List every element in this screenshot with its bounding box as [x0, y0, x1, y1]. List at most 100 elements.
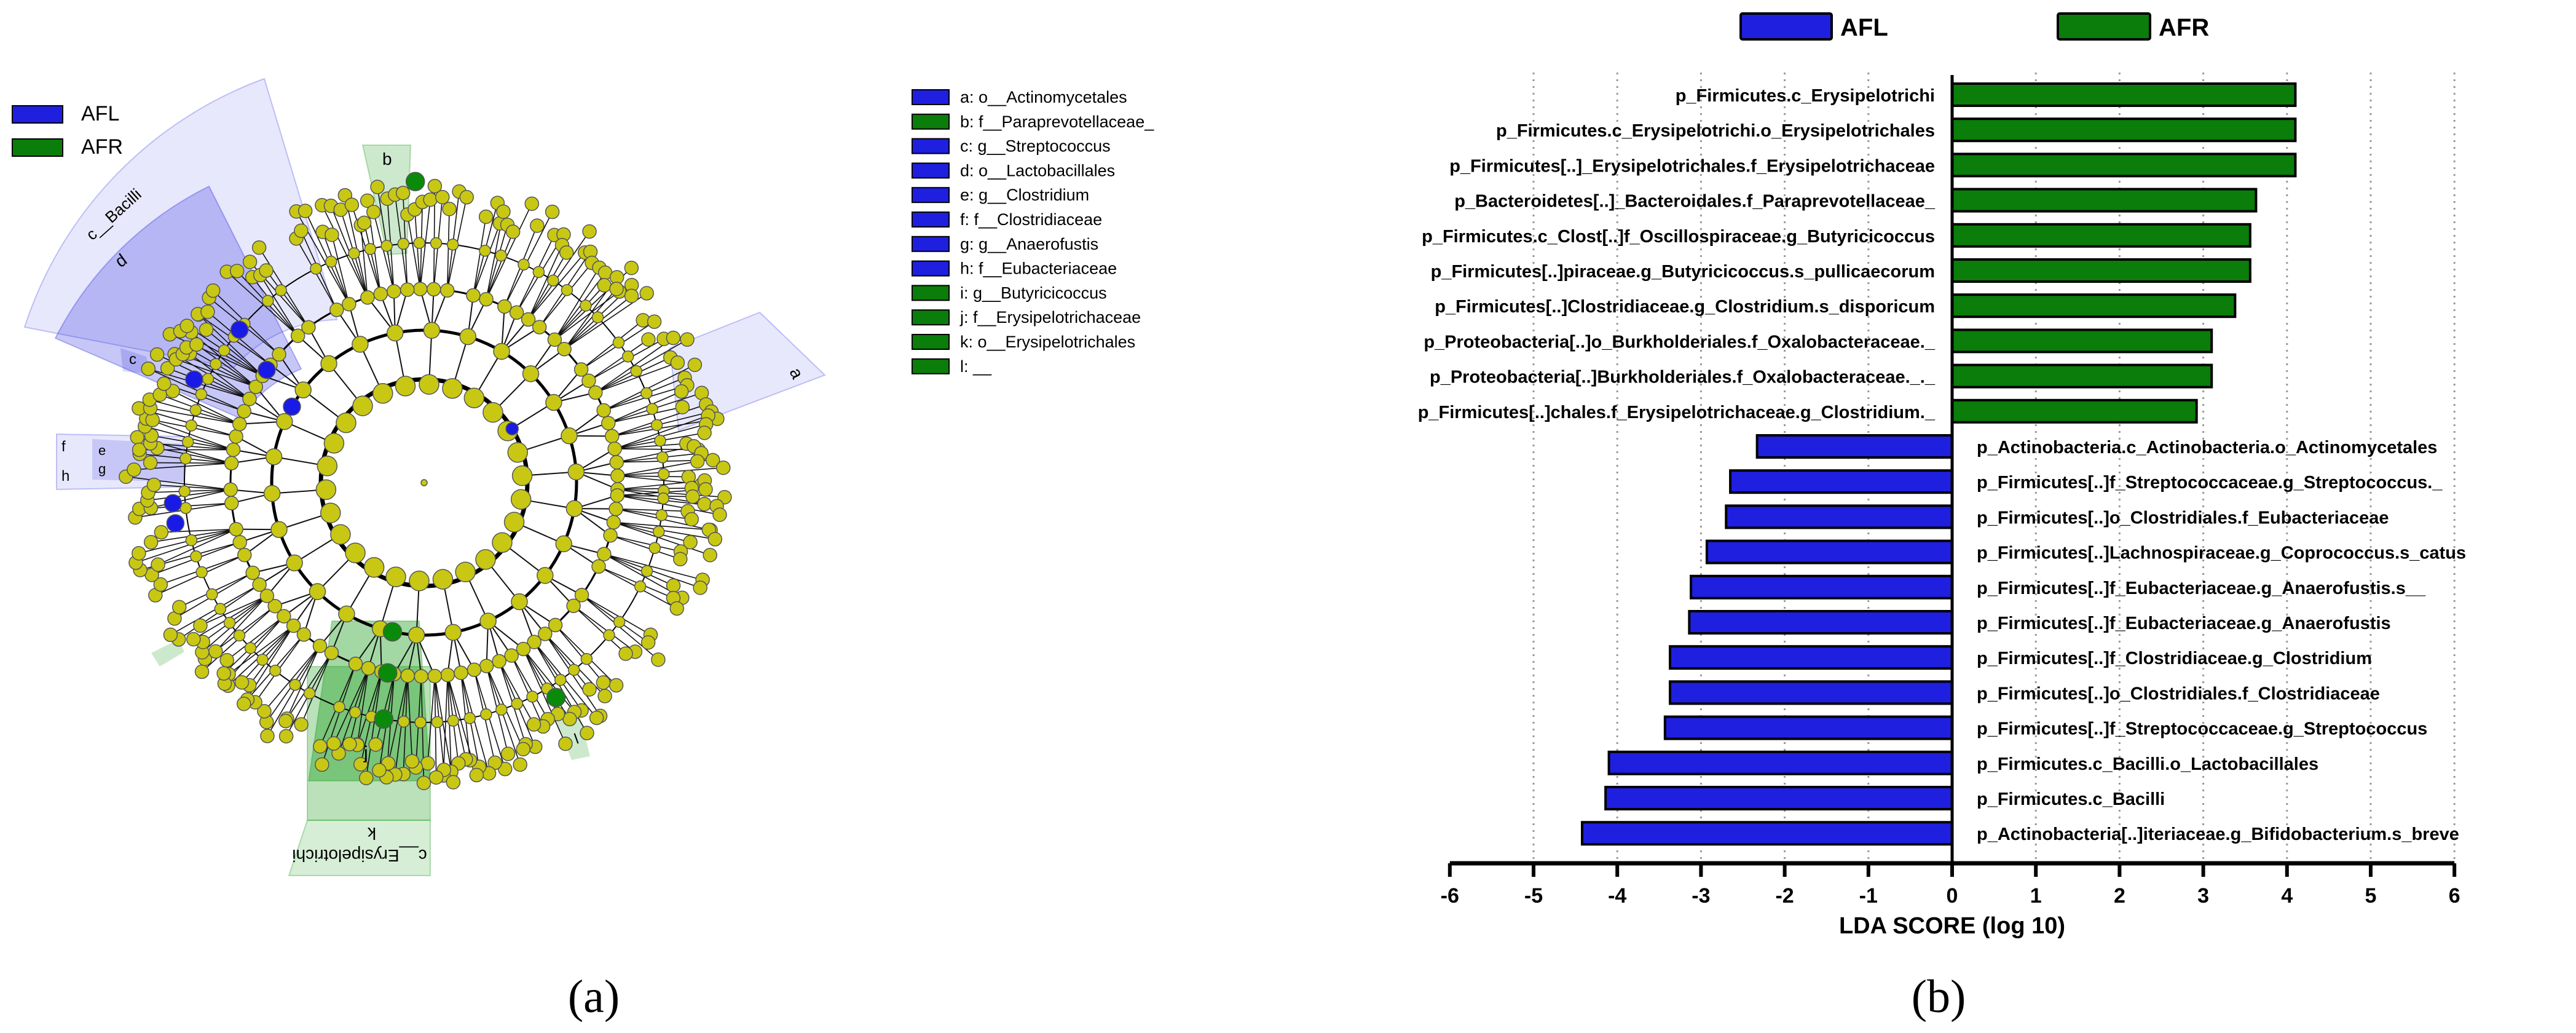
tree-branch: [460, 673, 490, 774]
tree-node: [313, 738, 328, 754]
tree-node: [374, 709, 394, 729]
tree-node: [510, 489, 532, 510]
tree-branch: [252, 277, 299, 336]
tree-node: [283, 397, 301, 416]
lda-bar: [1951, 293, 2237, 319]
tree-node: [199, 322, 214, 337]
tree-node: [330, 524, 351, 545]
tree-branch: [564, 288, 617, 350]
tree-node: [257, 704, 272, 719]
tree-node: [666, 330, 681, 346]
tree-branch: [331, 234, 350, 304]
tree-node: [509, 305, 524, 320]
tree-node: [597, 689, 612, 703]
tree-node: [653, 525, 665, 538]
tree-node: [442, 378, 463, 399]
clade-label-erysipelotrichi: c__Erysipelotrichi: [292, 846, 427, 865]
tree-node: [301, 320, 316, 335]
tree-branch: [259, 274, 299, 336]
tree-node: [359, 770, 374, 786]
tree-node: [480, 708, 492, 721]
tree-node: [395, 376, 416, 397]
tree-node: [423, 322, 441, 339]
lda-bar-label: p_Firmicutes[..]piraceae.g_Butyricicoccu…: [1431, 262, 1935, 282]
tree-node: [505, 224, 521, 239]
tree-node: [256, 654, 269, 666]
tree-branch: [205, 329, 263, 376]
tree-node: [218, 344, 230, 357]
tree-branch: [545, 633, 590, 690]
tree-branch: [604, 553, 703, 580]
tree-node: [333, 701, 345, 713]
tree-node: [178, 485, 191, 497]
tree-branch: [595, 337, 674, 394]
tree-node: [363, 557, 385, 578]
wedge-unclassified: [553, 707, 590, 760]
tree-node: [224, 496, 239, 511]
tree-branch: [321, 663, 356, 765]
tree-branch: [527, 231, 590, 320]
lda-bar-label: p_Firmicutes.c_Bacilli.o_Lactobacillales: [1977, 754, 2318, 774]
tree-node: [409, 571, 430, 592]
tree-node: [160, 361, 175, 376]
tree-branch: [498, 660, 535, 725]
lda-bar-label: p_Firmicutes[..]f_Eubacteriaceae.g_Anaer…: [1977, 614, 2391, 633]
key-swatch: [912, 187, 950, 204]
tree-node: [163, 494, 183, 513]
tree-node: [546, 687, 566, 708]
lda-bar: [1729, 469, 1954, 494]
tree-node: [459, 189, 474, 205]
tree-node: [504, 648, 519, 663]
wedge-small-left: [151, 639, 184, 667]
tree-node: [229, 264, 245, 279]
tree-branch: [150, 462, 232, 464]
tree-node: [557, 342, 572, 357]
tree-node: [320, 502, 341, 523]
tree-branch: [473, 216, 487, 296]
tree-branch: [387, 675, 409, 764]
tree-node: [500, 746, 516, 761]
tree-branch: [595, 362, 678, 394]
clade-label-j: j: [363, 743, 368, 763]
tree-node: [511, 593, 528, 611]
tree-node: [143, 535, 159, 550]
tree-node: [674, 384, 689, 399]
tree-node: [505, 422, 519, 435]
tree-node: [229, 429, 243, 444]
tree-node: [712, 507, 727, 522]
tree-node: [527, 635, 542, 649]
tree-node: [640, 387, 653, 400]
tree-node: [444, 623, 462, 641]
tree-node: [141, 362, 156, 376]
tree-node: [278, 729, 294, 744]
tree-node: [326, 736, 341, 751]
tree-node: [210, 358, 222, 370]
lda-bar: [1951, 258, 2251, 283]
key-item: c: g__Streptococcus: [960, 137, 1111, 156]
tree-branch: [375, 674, 395, 745]
tree-node: [495, 249, 507, 262]
tree-node: [185, 370, 203, 389]
clade-label-b: b: [382, 149, 392, 168]
tree-node: [621, 350, 634, 363]
tree-branch: [554, 267, 600, 340]
x-tick-label: -3: [1692, 884, 1710, 908]
tree-node: [532, 320, 547, 334]
lda-bar: [1690, 574, 1953, 600]
tree-node: [566, 598, 581, 614]
lda-legend-label-afl: AFL: [1840, 14, 1888, 41]
x-tick-label: 0: [1947, 884, 1958, 908]
tree-node: [427, 178, 443, 194]
tree-node: [430, 237, 443, 250]
tree-node: [640, 635, 656, 650]
tree-node: [675, 400, 690, 414]
tree-branch: [249, 625, 294, 686]
tree-node: [262, 295, 274, 307]
tree-branch: [617, 461, 698, 477]
tree-node: [648, 542, 661, 554]
tree-node: [442, 202, 457, 216]
tree-node: [297, 204, 313, 218]
tree-branch: [554, 285, 605, 340]
lda-bar: [1951, 398, 2198, 424]
lda-bar-label: p_Firmicutes[..]o_Clostridiales.f_Eubact…: [1977, 508, 2389, 528]
